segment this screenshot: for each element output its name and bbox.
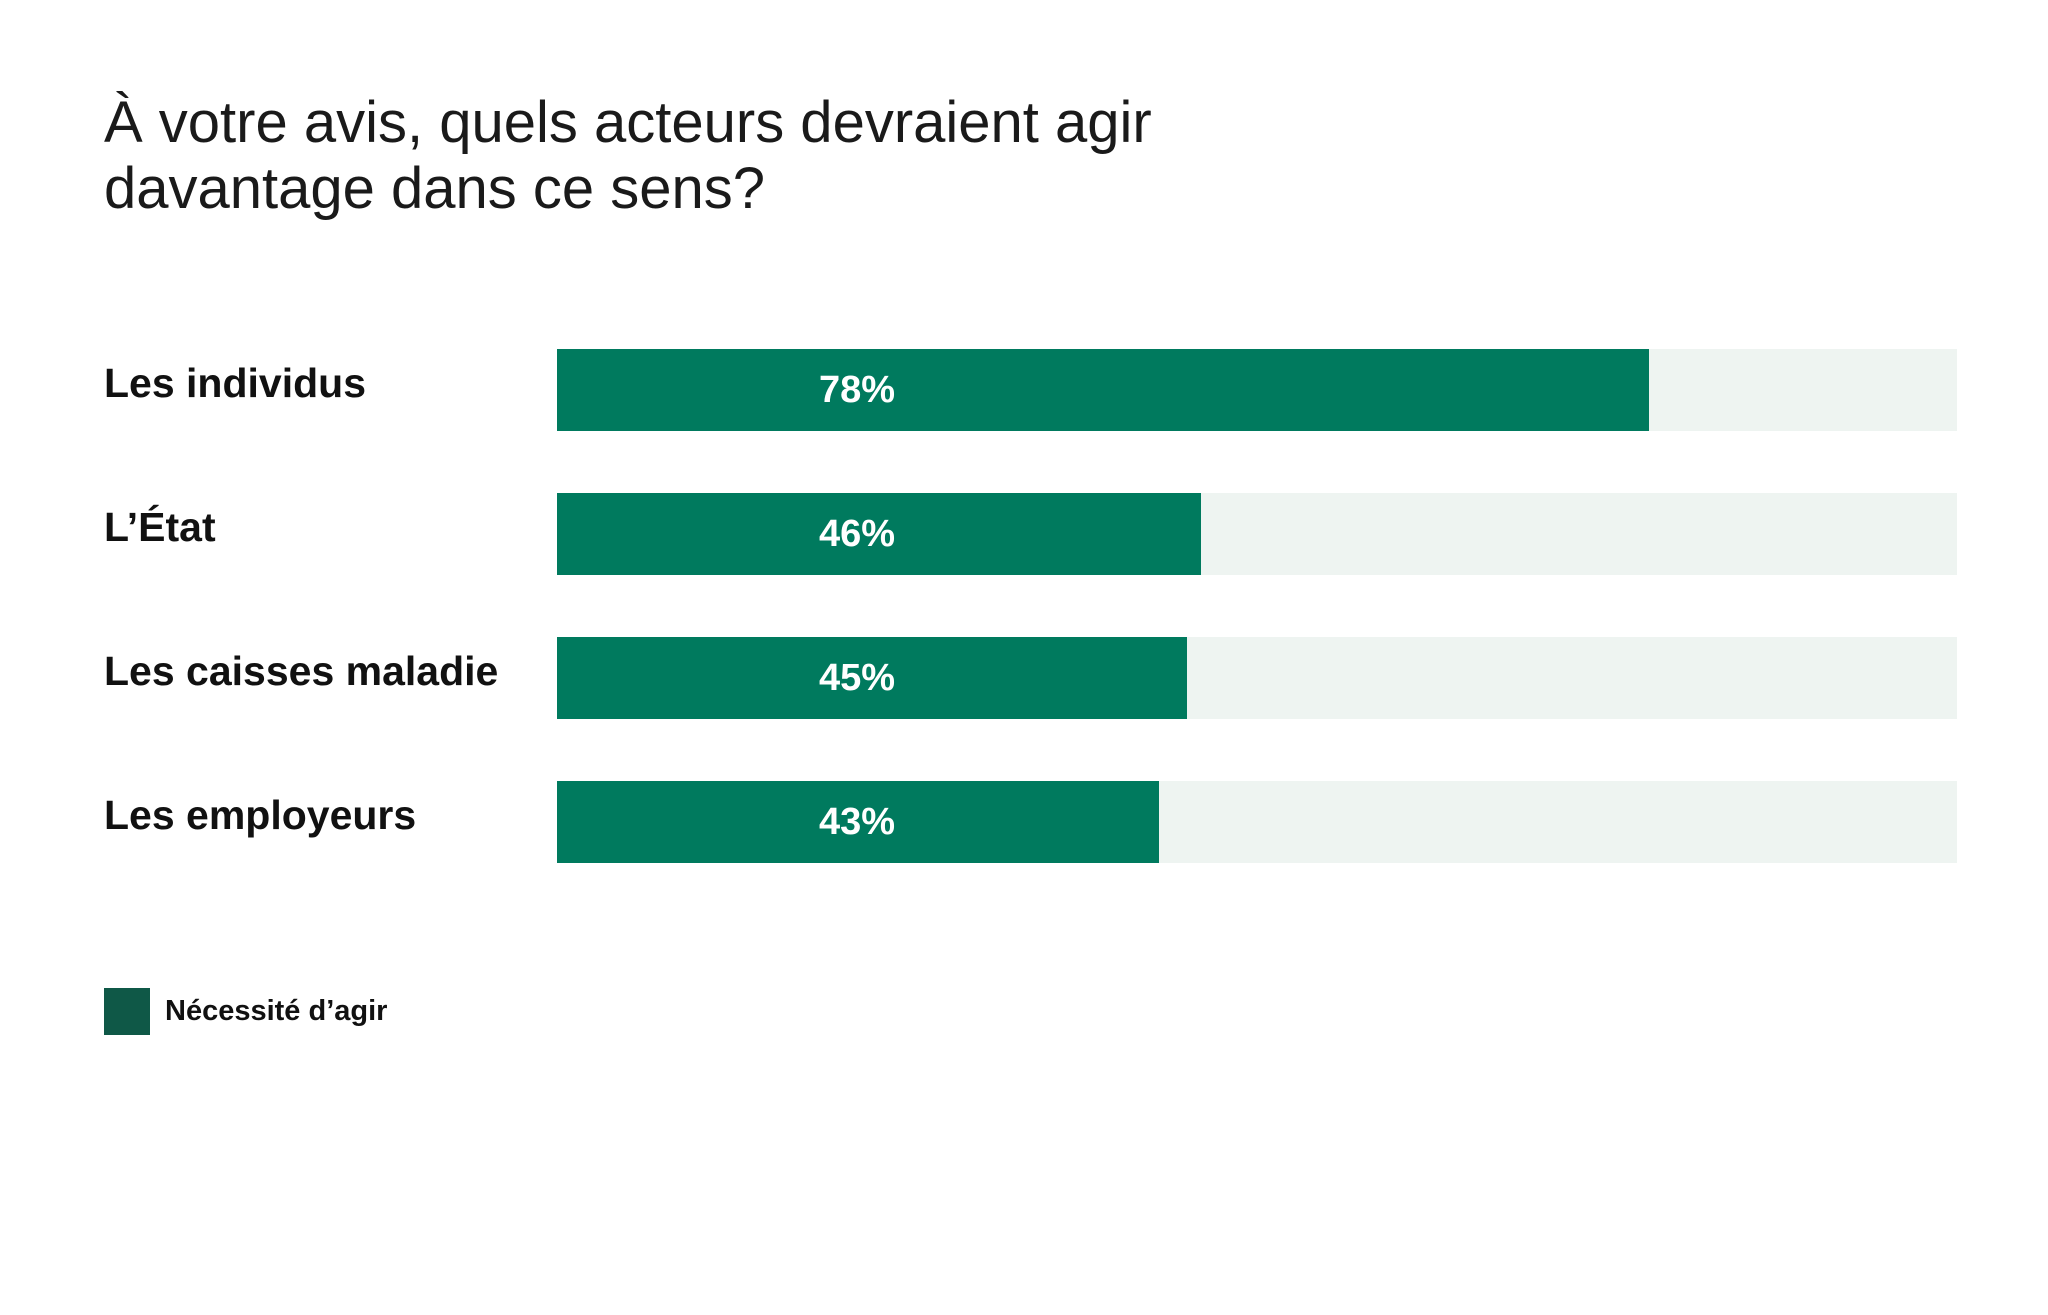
- bar-track: 45%: [557, 637, 1957, 719]
- chart-title-line-2: davantage dans ce sens?: [104, 156, 766, 221]
- category-label: L’État: [104, 504, 216, 550]
- data-label: 78%: [818, 369, 896, 411]
- bar-row: Les caisses maladie 45%: [0, 637, 2048, 719]
- category-label: Les individus: [104, 360, 366, 406]
- bar-track: 46%: [557, 493, 1957, 575]
- category-label: Les caisses maladie: [104, 648, 499, 694]
- data-label: 43%: [818, 801, 896, 843]
- legend-swatch: [104, 988, 150, 1035]
- chart-title: À votre avis, quels acteurs devraient ag…: [104, 90, 1304, 222]
- category-label: Les employeurs: [104, 792, 417, 838]
- bar-row: Les employeurs 43%: [0, 781, 2048, 863]
- bar-row: L’État 46%: [0, 493, 2048, 575]
- data-label: 45%: [818, 657, 896, 699]
- bar: [557, 349, 1649, 431]
- bar-row: Les individus 78%: [0, 349, 2048, 431]
- legend-label: Nécessité d’agir: [165, 995, 388, 1027]
- bar: [557, 493, 1201, 575]
- bar: [557, 781, 1159, 863]
- bar-track: 43%: [557, 781, 1957, 863]
- data-label: 46%: [818, 513, 896, 555]
- bar-track: 78%: [557, 349, 1957, 431]
- legend: Nécessité d’agir: [104, 988, 387, 1035]
- chart-title-line-1: À votre avis, quels acteurs devraient ag…: [104, 90, 1152, 155]
- bar: [557, 637, 1187, 719]
